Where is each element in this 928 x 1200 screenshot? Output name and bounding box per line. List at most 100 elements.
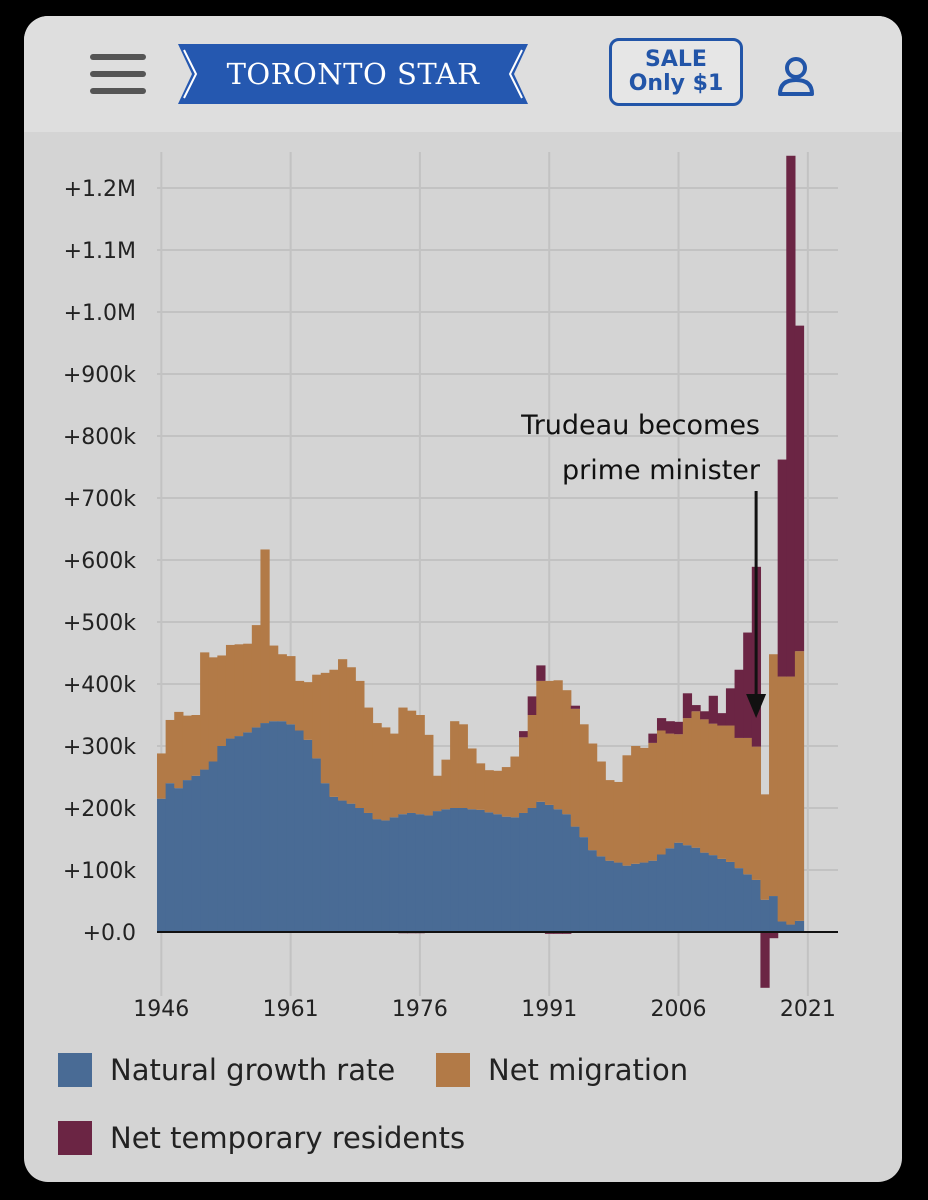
y-tick-label: +100k (63, 859, 136, 884)
bar-net-migration-1988 (519, 737, 529, 813)
bar-net-migration-1983 (475, 763, 486, 810)
bar-net-migration-1948 (174, 711, 184, 789)
sale-price: Only $1 (628, 71, 724, 96)
bar-net-migration-2011 (717, 725, 727, 859)
bar-natural-growth-1997 (596, 856, 606, 932)
legend-swatch-natural-growth (58, 1053, 92, 1087)
legend-label-natural-growth: Natural growth rate (110, 1053, 396, 1087)
menu-icon[interactable] (90, 54, 146, 94)
toronto-star-logo[interactable]: TORONTO STAR (178, 44, 528, 104)
bar-natural-growth-1953 (217, 746, 227, 932)
bar-net-migration-1946 (157, 753, 167, 799)
bar-net-temporary-residents-2020 (794, 325, 805, 652)
bar-net-migration-1964 (312, 674, 322, 759)
bar-net-migration-1971 (372, 723, 382, 820)
bar-net-temporary-residents-2007 (682, 693, 693, 719)
bar-natural-growth-1980 (450, 808, 460, 932)
sale-label: SALE (645, 47, 707, 72)
bar-natural-growth-1986 (501, 816, 512, 932)
chart-annotation: Trudeau becomes prime minister (520, 410, 767, 718)
bar-natural-growth-1950 (191, 775, 201, 932)
legend-item-natural-growth: Natural growth rate (58, 1050, 395, 1090)
bar-net-temporary-residents-2004 (656, 718, 667, 731)
bar-natural-growth-1955 (234, 736, 244, 932)
bar-net-migration-1949 (182, 715, 193, 781)
bar-net-migration-1993 (562, 690, 572, 815)
legend-item-net-migration: Net migration (436, 1050, 688, 1090)
bar-natural-growth-2002 (639, 862, 649, 932)
bar-net-migration-2014 (743, 737, 753, 875)
bar-net-temporary-residents-2019 (786, 155, 796, 677)
bar-natural-growth-1981 (458, 808, 468, 932)
bar-net-migration-1978 (432, 775, 443, 812)
y-axis-ticks: +0.0 +100k +200k +300k +400k +500k +600k +700k +… (63, 177, 136, 946)
bar-natural-growth-1948 (174, 788, 184, 932)
y-tick-label: +800k (63, 425, 136, 450)
bar-net-migration-2003 (648, 742, 658, 861)
bar-net-migration-1979 (441, 759, 451, 810)
header-bar: TORONTO STAR SALE Only $1 (24, 16, 902, 132)
logo-banner-shape (178, 44, 528, 104)
bar-natural-growth-1946 (157, 798, 167, 932)
bar-net-temporary-residents-2011 (717, 713, 727, 726)
phone-screen: TORONTO STAR SALE Only $1 +0.0 +100k +200k… (24, 16, 902, 1182)
bar-natural-growth-1993 (562, 814, 572, 932)
bar-natural-growth-2003 (648, 860, 658, 932)
bar-natural-growth-1998 (605, 860, 615, 932)
bar-net-temporary-residents-2018 (777, 459, 787, 677)
bar-net-migration-1962 (294, 680, 305, 731)
bar-natural-growth-2018 (777, 921, 787, 932)
bar-natural-growth-2013 (734, 868, 744, 932)
bar-net-migration-1984 (484, 770, 494, 813)
bar-natural-growth-1988 (519, 812, 529, 932)
bar-natural-growth-1951 (200, 769, 210, 932)
bar-natural-growth-1983 (475, 809, 486, 932)
sale-subscribe-button[interactable]: SALE Only $1 (609, 38, 743, 106)
bar-natural-growth-1977 (424, 815, 434, 932)
bar-net-migration-1991 (544, 680, 555, 805)
bar-net-migration-1975 (406, 710, 417, 813)
bar-natural-growth-2007 (682, 845, 693, 932)
bar-natural-growth-2012 (725, 861, 736, 932)
bar-natural-growth-2006 (674, 842, 684, 932)
bar-net-migration-2016 (760, 794, 770, 900)
bar-natural-growth-2016 (760, 899, 770, 932)
bar-natural-growth-2009 (700, 852, 710, 932)
bar-net-migration-2001 (631, 746, 641, 864)
bar-natural-growth-1970 (363, 812, 374, 932)
bar-net-migration-2020 (794, 651, 805, 921)
bar-net-migration-1947 (165, 719, 175, 784)
bar-net-migration-2013 (734, 737, 744, 869)
bar-natural-growth-1989 (527, 808, 537, 932)
bar-net-migration-1989 (527, 715, 537, 808)
bar-net-temporary-residents-1989 (527, 696, 537, 715)
bar-natural-growth-1961 (286, 724, 296, 932)
bar-natural-growth-1987 (510, 817, 520, 932)
bar-net-migration-2002 (639, 747, 649, 863)
bar-net-migration-1987 (510, 756, 520, 818)
annotation-text-line1: Trudeau becomes (520, 410, 760, 441)
user-account-icon[interactable] (774, 54, 818, 98)
bar-net-migration-1992 (553, 680, 563, 810)
x-tick-label: 1961 (263, 997, 319, 1022)
bar-net-migration-2006 (674, 734, 684, 843)
y-tick-label: +200k (63, 797, 136, 822)
bar-natural-growth-1996 (588, 850, 598, 932)
bar-net-migration-1970 (363, 707, 374, 813)
y-tick-label: +500k (63, 611, 136, 636)
bar-net-migration-1969 (355, 680, 365, 808)
bar-net-migration-1985 (493, 770, 503, 815)
bar-natural-growth-2019 (786, 924, 796, 932)
bar-net-migration-1958 (260, 549, 270, 724)
y-tick-label: +1.1M (64, 239, 136, 264)
bar-natural-growth-2010 (708, 855, 718, 932)
bar-net-migration-2009 (700, 719, 710, 853)
bar-net-temporary-residents-1994 (570, 705, 580, 709)
bar-natural-growth-1991 (544, 804, 555, 932)
bar-natural-growth-1982 (467, 809, 477, 932)
x-tick-label: 1976 (392, 997, 448, 1022)
bar-net-temporary-residents-2009 (700, 711, 710, 720)
annotation-arrow-head (746, 694, 767, 718)
bar-natural-growth-1999 (613, 862, 624, 932)
bar-natural-growth-1973 (389, 817, 399, 932)
